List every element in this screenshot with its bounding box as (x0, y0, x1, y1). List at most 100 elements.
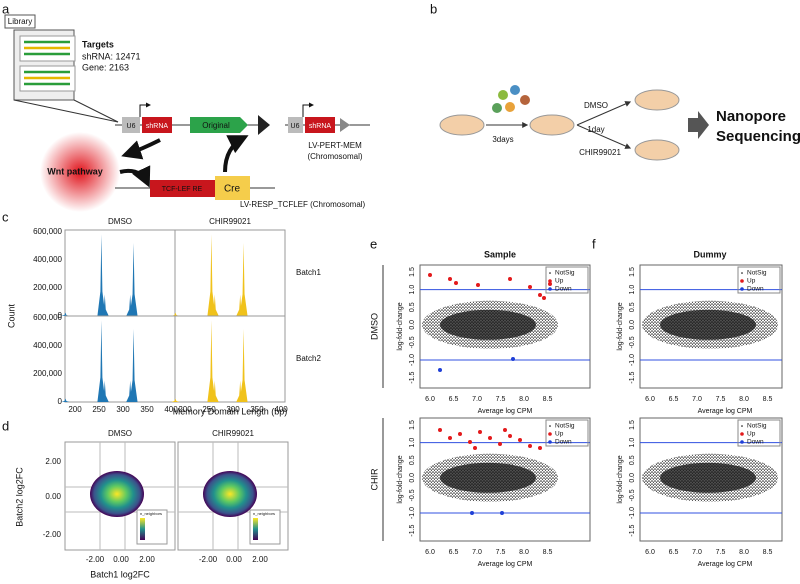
x-tick-label: 6.0 (645, 549, 655, 556)
x-tick-label: 7.5 (716, 549, 726, 556)
y-tick-label: 600,000 (33, 227, 62, 236)
panel-label: e (370, 236, 377, 251)
axis-title: Memory Domain Length (bp) (173, 406, 288, 416)
label: Gene: 2163 (82, 62, 129, 72)
legend-marker (740, 287, 744, 291)
panel-label: a (2, 1, 10, 16)
y-tick-label: 400,000 (33, 255, 62, 264)
histogram-peak (236, 380, 245, 402)
y-tick-label: 0.5 (629, 455, 636, 465)
highlight-point (548, 282, 552, 286)
y-tick-label: 1.5 (409, 420, 416, 430)
legend-marker (741, 272, 743, 274)
x-tick-label: -2.00 (86, 555, 105, 564)
u6-box (122, 117, 140, 133)
label: Original (202, 121, 230, 130)
point-cloud-core (660, 462, 756, 493)
curved-arrow (223, 135, 249, 173)
x-tick-label: 7.5 (496, 396, 506, 403)
axis-title: log-fold-change (617, 302, 624, 350)
x-tick-label: -2.00 (199, 555, 218, 564)
panel-b-art (439, 85, 709, 161)
panel-label: b (430, 1, 437, 16)
histogram-peak (210, 380, 219, 402)
legend-marker (549, 272, 551, 274)
histogram-peak (207, 234, 216, 316)
x-tick-label: 7.0 (472, 396, 482, 403)
highlight-point (468, 440, 472, 444)
point-cloud-core (440, 309, 536, 340)
legend-marker (740, 440, 744, 444)
y-tick-label: 0.0 (409, 320, 416, 330)
highlight-point (498, 442, 502, 446)
legend-marker (740, 279, 744, 283)
y-tick-label: -1.5 (409, 371, 416, 383)
x-tick-label: 6.0 (425, 396, 435, 403)
legend-box (545, 266, 589, 294)
x-tick-label: 8.5 (543, 549, 553, 556)
panel-title: Sample (484, 249, 516, 259)
x-tick-label: 400 (164, 405, 178, 414)
highlight-point (476, 283, 480, 287)
legend-marker (548, 287, 552, 291)
highlight-point (428, 273, 432, 277)
legend-colorbar (140, 518, 145, 540)
cre-box (215, 176, 250, 200)
dish (634, 89, 680, 111)
legend-label: Up (555, 431, 564, 438)
original-box (190, 117, 248, 133)
legend-label: NotSig (747, 423, 767, 430)
legend-title: n_neighbors (253, 511, 275, 516)
highlight-point (438, 368, 442, 372)
connector (13, 99, 119, 123)
highlight-point (488, 436, 492, 440)
highlight-point (508, 277, 512, 281)
plot-frame (174, 315, 286, 403)
ltr (340, 118, 350, 132)
column-title: DMSO (108, 429, 132, 438)
curved-arrow (121, 138, 161, 160)
arrow (576, 101, 632, 126)
x-tick-label: 400 (274, 405, 288, 414)
legend-label: NotSig (555, 270, 575, 277)
legend-label: Down (747, 439, 764, 446)
y-tick-label: -1.5 (629, 371, 636, 383)
y-tick-label: 0 (58, 311, 63, 320)
cell (492, 103, 502, 113)
highlight-point (500, 511, 504, 515)
highlight-point (538, 446, 542, 450)
legend-label: Down (747, 286, 764, 293)
y-tick-label: 2.00 (45, 457, 61, 466)
promoter-arrow (302, 102, 314, 117)
histogram-peak (126, 380, 135, 402)
x-tick-label: 8.5 (763, 396, 773, 403)
shrna-box (142, 117, 172, 133)
panel-a-art (4, 14, 370, 212)
legend-label: Up (747, 278, 756, 285)
shrna-box (305, 117, 335, 133)
plot-frame (174, 229, 286, 317)
y-tick-label: -1.5 (409, 524, 416, 536)
x-tick-label: 300 (226, 405, 240, 414)
y-tick-label: 1.5 (409, 267, 416, 277)
histogram-peak (239, 328, 248, 402)
arrow (576, 124, 632, 149)
x-tick-label: 8.0 (519, 549, 529, 556)
highlight-point (473, 446, 477, 450)
panel-label: d (2, 418, 9, 433)
x-tick-label: 200 (68, 405, 82, 414)
x-tick-label: 200 (178, 405, 192, 414)
x-tick-label: 8.0 (519, 396, 529, 403)
y-tick-label: -0.5 (629, 336, 636, 348)
label: Nanopore (716, 108, 786, 125)
y-tick-label: 0.0 (629, 320, 636, 330)
dish (634, 139, 680, 161)
axis-title: Average log CPM (478, 561, 533, 568)
histogram-peak (129, 242, 138, 316)
panel-label: c (2, 209, 9, 224)
x-tick-label: 350 (250, 405, 264, 414)
label: DMSO (584, 101, 608, 110)
x-tick-label: 7.5 (496, 549, 506, 556)
y-tick-label: -0.5 (409, 489, 416, 501)
panel-label: f (592, 236, 596, 251)
